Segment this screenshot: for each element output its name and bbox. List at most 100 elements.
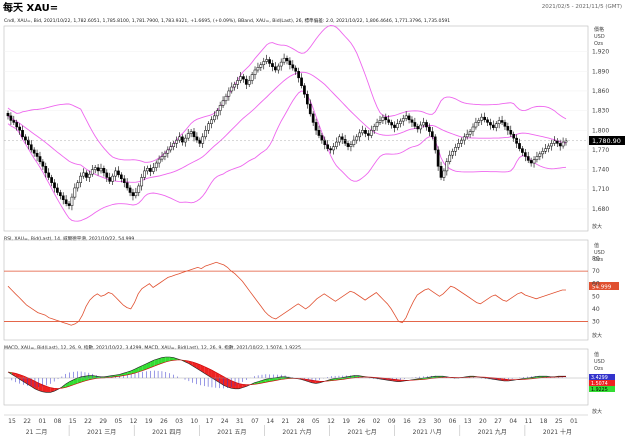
macd-fill-segment <box>158 357 162 365</box>
candle-body <box>32 149 36 154</box>
candle-body <box>224 95 228 102</box>
candle-body <box>329 148 332 151</box>
candle-body <box>340 136 344 140</box>
candle-body <box>90 169 94 175</box>
candle-body <box>422 122 425 126</box>
x-tick-label: 18 <box>540 418 548 425</box>
candle-body <box>506 126 510 131</box>
x-tick-label: 26 <box>358 418 366 425</box>
macd-fill-segment <box>42 384 47 393</box>
x-tick-label: 04 <box>509 418 517 425</box>
candle-body <box>201 136 205 144</box>
x-month-label: 2021 七月 <box>348 428 377 436</box>
candle-body <box>12 120 16 123</box>
candle-body <box>413 122 417 127</box>
price-unit-2: Ozs <box>594 41 604 47</box>
rsi-value-tag: 54.999 <box>592 285 612 291</box>
candle-body <box>503 122 507 127</box>
macd-fill-segment <box>38 383 43 392</box>
candle-body <box>56 187 59 193</box>
candle-body <box>230 86 234 92</box>
candle-body <box>282 57 286 63</box>
candle-body <box>50 177 53 183</box>
candle-body <box>428 126 431 132</box>
candle-body <box>486 119 489 123</box>
x-tick-label: 21 <box>282 418 290 425</box>
candle-body <box>544 148 548 152</box>
candle-body <box>96 167 100 172</box>
candle-body <box>215 110 219 117</box>
x-tick-label: 14 <box>266 418 274 425</box>
candle-body <box>41 161 45 167</box>
macd-fill-segment <box>204 366 209 376</box>
bband-upper-line <box>7 25 567 163</box>
candle-body <box>320 135 324 141</box>
x-month-label: 21 二月 <box>26 429 48 436</box>
candle-body <box>550 143 553 147</box>
candle-body <box>143 170 146 178</box>
macd-fill-segment <box>77 376 82 384</box>
date-range-label: 2021/02/5 - 2021/11/5 (GMT) <box>541 4 622 10</box>
candle-body <box>317 130 321 136</box>
candle-body <box>88 173 91 178</box>
rsi-zoom-label: 放大 <box>592 332 602 339</box>
candle-body <box>210 119 213 124</box>
rsi-panel-title: RSI, XAU=, Bid(Last), 14, 威爾德平滑, 2021/10… <box>4 237 135 242</box>
macd-fill-segment <box>208 368 212 378</box>
macd-fill-segment <box>73 378 78 385</box>
candle-body <box>186 133 190 139</box>
candle-body <box>294 67 298 72</box>
x-month-label: 2021 十月 <box>543 428 572 436</box>
candle-body <box>361 130 364 134</box>
x-month-label: 2021 四月 <box>152 429 181 436</box>
candle-body <box>279 61 283 67</box>
candle-body <box>535 156 539 161</box>
x-tick-label: 28 <box>297 418 305 425</box>
x-tick-label: 15 <box>8 418 16 425</box>
rsi-tick-label: 60 <box>592 281 600 288</box>
macd-fill-segment <box>161 357 166 364</box>
macd-fill-segment <box>265 378 270 383</box>
candle-body <box>291 64 295 69</box>
candle-body <box>253 69 257 75</box>
candle-body <box>457 143 460 148</box>
candle-body <box>195 136 199 141</box>
candle-body <box>160 156 164 160</box>
candle-body <box>367 133 370 136</box>
macd-unit-0: 值 <box>594 351 599 358</box>
macd-fill-segment <box>227 378 232 389</box>
candle-body <box>102 168 106 174</box>
candle-body <box>416 126 420 130</box>
macd-fill-segment <box>31 379 35 389</box>
candle-body <box>462 136 466 141</box>
candle-body <box>558 143 562 147</box>
macd-fill-segment <box>142 363 147 371</box>
macd-fill-segment <box>150 360 155 368</box>
candle-body <box>419 124 423 130</box>
macd-signal-line <box>7 359 567 389</box>
candle-body <box>35 152 39 157</box>
rsi-tick-label: 80 <box>592 256 600 263</box>
x-tick-label: 26 <box>160 418 168 425</box>
candle-body <box>18 126 21 131</box>
candle-body <box>390 122 393 126</box>
candle-body <box>227 90 231 97</box>
candle-body <box>70 196 74 206</box>
rsi-tick-label: 50 <box>592 293 600 300</box>
chart-title: 每天 XAU= <box>3 3 59 14</box>
x-tick-label: 05 <box>115 418 123 425</box>
price-tick-label: 1,740 <box>592 167 609 174</box>
candle-body <box>436 149 440 167</box>
candle-body <box>119 174 123 180</box>
candle-body <box>244 78 248 85</box>
candle-body <box>500 120 504 123</box>
candle-body <box>79 175 83 183</box>
candle-body <box>198 139 202 144</box>
x-tick-label: 31 <box>236 418 244 425</box>
macd-line <box>7 356 566 393</box>
x-tick-label: 15 <box>69 418 77 425</box>
candle-body <box>555 140 559 144</box>
bband-middle-line <box>7 71 567 183</box>
macd-tag-2-bg <box>589 386 615 392</box>
candle-body <box>526 156 530 161</box>
